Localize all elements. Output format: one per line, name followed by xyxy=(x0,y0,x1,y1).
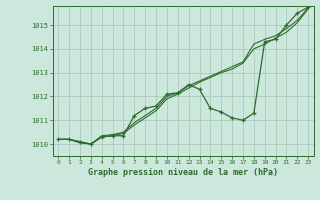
X-axis label: Graphe pression niveau de la mer (hPa): Graphe pression niveau de la mer (hPa) xyxy=(88,168,278,177)
